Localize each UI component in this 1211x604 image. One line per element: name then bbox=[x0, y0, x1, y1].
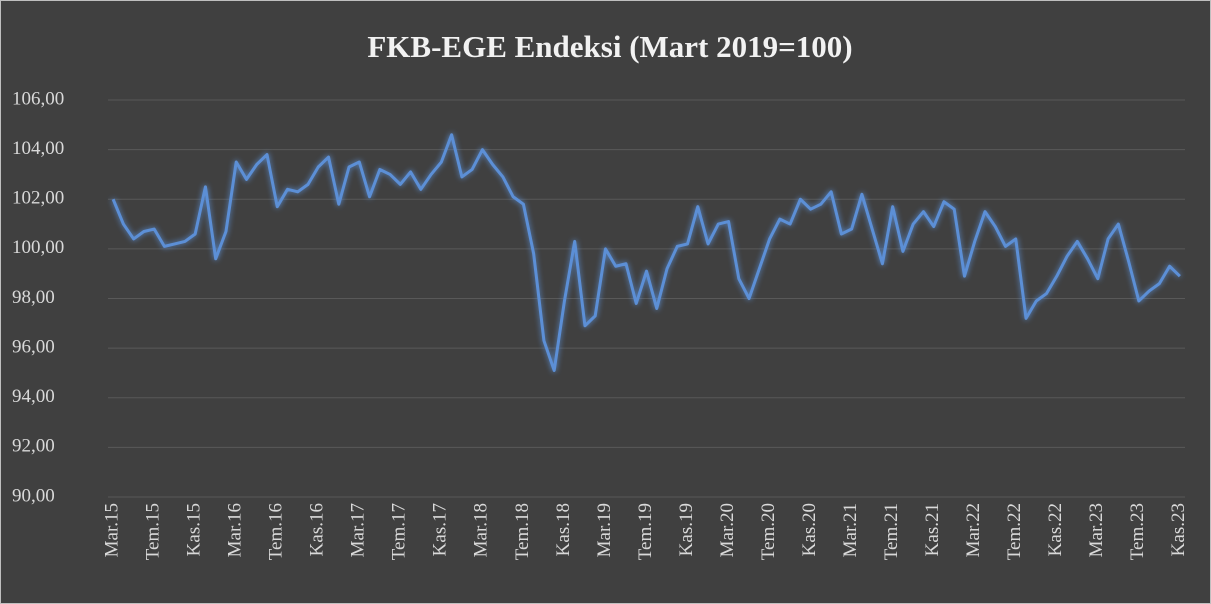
x-tick-label: Tem.18 bbox=[512, 503, 533, 560]
y-tick-label: 106,00 bbox=[12, 88, 64, 109]
y-tick-label: 104,00 bbox=[12, 138, 64, 159]
x-tick-label: Tem.16 bbox=[266, 503, 287, 560]
data-line bbox=[111, 133, 1181, 372]
x-tick-label: Mar.15 bbox=[101, 503, 122, 557]
chart-title: FKB-EGE Endeksi (Mart 2019=100) bbox=[367, 29, 852, 64]
x-tick-label: Kas.21 bbox=[922, 503, 943, 556]
x-tick-label: Mar.19 bbox=[594, 503, 615, 557]
y-tick-label: 94,00 bbox=[12, 386, 55, 407]
x-tick-label: Mar.16 bbox=[225, 503, 246, 557]
x-tick-label: Kas.20 bbox=[799, 503, 820, 556]
x-tick-label: Mar.18 bbox=[471, 503, 492, 557]
y-tick-label: 92,00 bbox=[12, 436, 55, 457]
x-tick-label: Mar.20 bbox=[717, 503, 738, 557]
x-tick-label: Kas.17 bbox=[430, 503, 451, 556]
x-tick-label: Tem.21 bbox=[881, 503, 902, 560]
x-tick-label: Mar.23 bbox=[1086, 503, 1107, 557]
x-tick-label: Kas.22 bbox=[1045, 503, 1066, 556]
x-tick-label: Kas.18 bbox=[553, 503, 574, 556]
x-tick-label: Tem.19 bbox=[635, 503, 656, 560]
x-tick-label: Tem.23 bbox=[1127, 503, 1148, 560]
x-tick-label: Mar.21 bbox=[840, 503, 861, 557]
x-tick-label: Tem.22 bbox=[1004, 503, 1025, 560]
y-tick-label: 100,00 bbox=[12, 237, 64, 258]
x-tick-label: Mar.22 bbox=[963, 503, 984, 557]
x-tick-label: Tem.15 bbox=[143, 503, 164, 560]
y-tick-label: 102,00 bbox=[12, 188, 64, 209]
x-tick-label: Kas.15 bbox=[184, 503, 205, 556]
x-tick-label: Mar.17 bbox=[348, 503, 369, 557]
x-tick-label: Tem.17 bbox=[389, 503, 410, 560]
x-tick-label: Tem.20 bbox=[758, 503, 779, 560]
y-tick-label: 98,00 bbox=[12, 287, 55, 308]
x-tick-label: Kas.16 bbox=[307, 503, 328, 556]
y-tick-label: 90,00 bbox=[12, 485, 55, 506]
x-tick-label: Kas.19 bbox=[676, 503, 697, 556]
y-tick-label: 96,00 bbox=[12, 336, 55, 357]
x-tick-label: Kas.23 bbox=[1168, 503, 1189, 556]
